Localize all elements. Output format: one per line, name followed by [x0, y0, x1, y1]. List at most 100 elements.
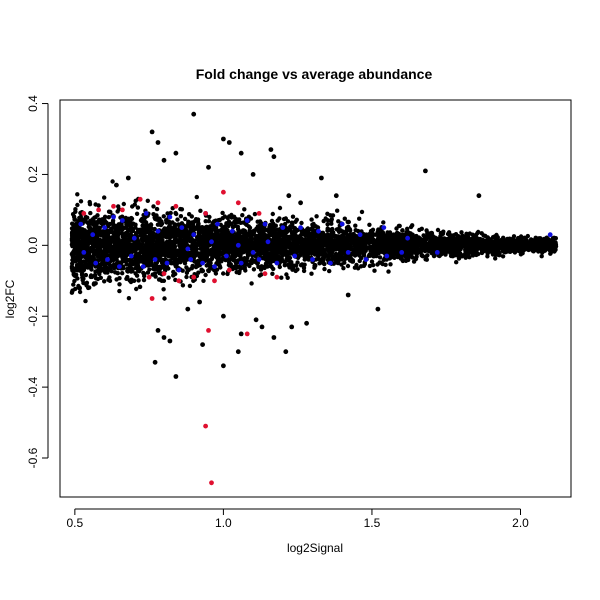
cloud-point	[372, 268, 377, 273]
cloud-point	[78, 199, 84, 204]
cloud-point	[249, 281, 254, 286]
cloud-point	[375, 262, 380, 267]
cloud-point	[258, 267, 264, 272]
cloud-point	[209, 227, 214, 232]
cloud-point	[282, 221, 288, 227]
cloud-point	[443, 239, 448, 244]
cloud-point	[339, 262, 344, 267]
cloud-point	[285, 275, 290, 280]
cloud-point	[125, 274, 130, 280]
cloud-point	[231, 239, 237, 244]
cloud-point	[83, 298, 88, 304]
cloud-point	[120, 254, 126, 260]
cloud-point	[134, 211, 140, 216]
cloud-point	[83, 272, 89, 278]
cloud-point	[553, 236, 558, 241]
cloud-point	[227, 261, 232, 267]
cloud-point	[429, 231, 435, 236]
cloud-point	[441, 229, 446, 234]
cloud-point	[392, 234, 397, 239]
cloud-point	[139, 219, 145, 224]
cloud-point	[133, 198, 138, 203]
cloud-point	[160, 259, 166, 264]
cloud-point	[167, 243, 173, 249]
cloud-point	[83, 219, 89, 224]
cloud-point	[371, 248, 376, 253]
cloud-point	[270, 271, 275, 276]
cloud-point	[177, 241, 182, 246]
cloud-point	[221, 271, 226, 276]
cloud-point	[309, 271, 314, 276]
cloud-point	[341, 235, 346, 240]
cloud-point	[230, 266, 235, 272]
cloud-point	[157, 268, 162, 274]
cloud-point	[206, 268, 211, 273]
cloud-point	[325, 211, 330, 216]
cloud-point	[508, 249, 513, 254]
cloud-point	[456, 253, 461, 258]
cloud-point	[403, 254, 408, 260]
cloud-point	[252, 211, 258, 217]
cloud-point	[452, 244, 457, 250]
cloud-point	[124, 222, 129, 227]
cloud-point	[248, 234, 253, 239]
cloud-point	[141, 237, 146, 243]
cloud-point	[472, 234, 477, 239]
cloud-point	[161, 287, 166, 292]
cloud-point	[247, 229, 253, 235]
cloud-point	[392, 237, 397, 243]
cloud-point	[197, 237, 203, 242]
cloud-point	[164, 226, 169, 232]
cloud-point	[408, 252, 413, 257]
cloud-point	[345, 254, 351, 259]
cloud-point	[69, 290, 75, 295]
cloud-point	[284, 272, 289, 277]
cloud-point	[207, 214, 212, 220]
cloud-point	[258, 231, 263, 236]
cloud-point	[536, 243, 541, 248]
cloud-point	[122, 225, 128, 230]
cloud-point	[121, 201, 127, 207]
cloud-point	[241, 228, 246, 233]
cloud-point	[78, 258, 83, 263]
cloud-point	[268, 262, 273, 268]
cloud-point	[154, 213, 159, 218]
cloud-point	[211, 247, 216, 253]
cloud-point	[154, 206, 160, 212]
cloud-point	[367, 222, 372, 227]
cloud-point	[176, 257, 182, 262]
cloud-point	[229, 249, 234, 254]
cloud-point	[272, 230, 277, 235]
cloud-point	[251, 267, 257, 272]
cloud-point	[173, 210, 178, 216]
cloud-point	[520, 251, 525, 256]
cloud-point	[133, 222, 138, 227]
cloud-point	[85, 245, 90, 250]
cloud-point	[325, 232, 330, 237]
cloud-point	[295, 267, 300, 272]
cloud-point	[223, 257, 228, 263]
cloud-point	[389, 233, 394, 238]
cloud-point	[367, 263, 373, 269]
cloud-point	[155, 234, 160, 240]
cloud-point	[271, 266, 276, 272]
cloud-point	[192, 247, 197, 252]
cloud-point	[89, 239, 95, 244]
cloud-point	[220, 246, 226, 251]
cloud-point	[179, 207, 185, 212]
cloud-point	[154, 217, 159, 222]
cloud-point	[175, 217, 180, 222]
cloud-point	[218, 265, 223, 270]
cloud-point	[170, 256, 176, 261]
cloud-point	[129, 215, 134, 221]
cloud-point	[166, 275, 171, 280]
cloud-point	[201, 232, 206, 237]
cloud-point	[137, 284, 143, 289]
cloud-point	[243, 262, 249, 267]
cloud-point	[83, 214, 89, 220]
cloud-point	[193, 253, 199, 258]
cloud-point	[380, 230, 385, 235]
cloud-point	[279, 275, 284, 280]
cloud-point	[71, 282, 76, 287]
